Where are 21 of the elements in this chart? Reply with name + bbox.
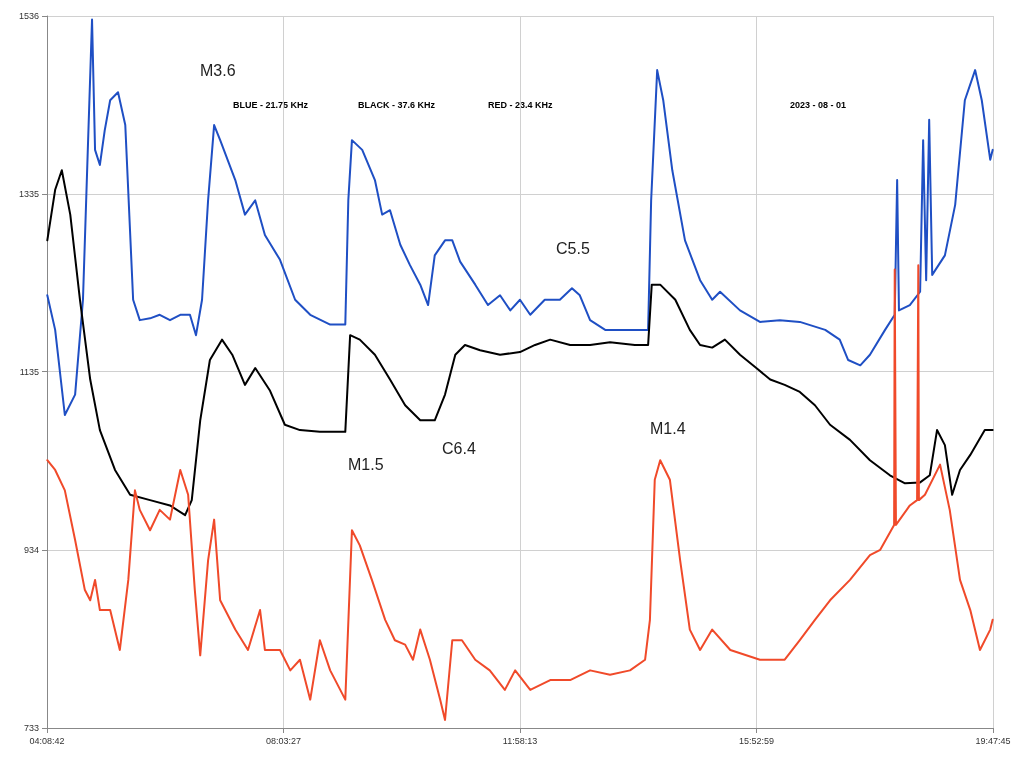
y-tick-label: 934 xyxy=(23,544,39,555)
x-tick-label: 19:47:45 xyxy=(975,735,1011,746)
x-tick-label: 04:08:42 xyxy=(29,735,65,746)
x-tick-label: 15:52:59 xyxy=(738,735,775,746)
annotation: C6.4 xyxy=(442,439,476,457)
annotation: 2023 - 08 - 01 xyxy=(790,99,847,110)
annotation: M1.4 xyxy=(650,419,686,437)
annotation: RED - 23.4 KHz xyxy=(488,99,554,110)
x-tick-label: 11:58:13 xyxy=(502,735,538,746)
y-tick-label: 733 xyxy=(23,723,39,733)
annotation: BLACK - 37.6 KHz xyxy=(358,99,436,110)
annotation: C5.5 xyxy=(556,239,590,257)
y-tick-label: 1536 xyxy=(18,11,39,21)
annotation: M1.5 xyxy=(348,455,384,473)
y-tick-label: 1335 xyxy=(18,189,39,200)
x-tick-label: 08:03:27 xyxy=(265,735,302,746)
annotation: BLUE - 21.75 KHz xyxy=(233,99,309,110)
line-series xyxy=(46,169,994,517)
y-tick-label: 1135 xyxy=(19,366,39,377)
annotation: M3.6 xyxy=(200,61,236,79)
line-series xyxy=(46,264,994,722)
